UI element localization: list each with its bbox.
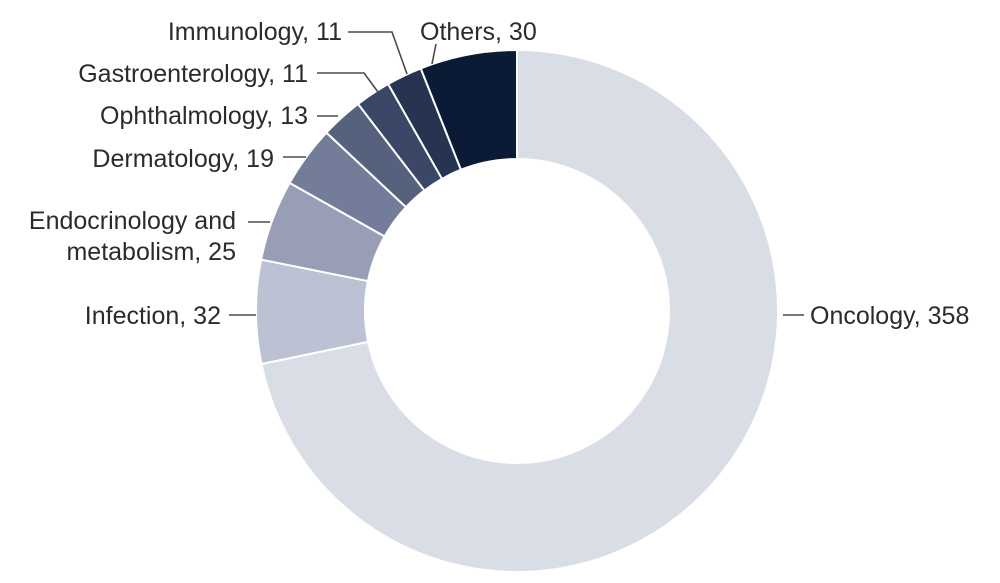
leader-line-others: [431, 43, 437, 65]
data-label-oncology: Oncology, 358: [810, 302, 969, 330]
slices-group: [255, 48, 779, 573]
data-label-line: Immunology, 11: [168, 18, 342, 46]
data-label-line: Others, 30: [420, 18, 537, 46]
leader-line-gastroenterology: [317, 72, 379, 93]
data-label-gastroenterology: Gastroenterology, 11: [78, 60, 308, 88]
data-label-others: Others, 30: [420, 18, 537, 46]
data-label-endocrinology-and-metabolism: Endocrinology and metabolism, 25: [29, 207, 236, 266]
data-label-line: metabolism, 25: [66, 238, 236, 266]
slice-others: [419, 48, 518, 172]
data-label-immunology: Immunology, 11: [168, 18, 342, 46]
data-label-line: Dermatology, 19: [92, 145, 274, 173]
data-label-line: Ophthalmology, 13: [100, 102, 308, 130]
slice-oncology: [260, 48, 779, 573]
labels-group: Oncology, 358 Infection, 32 Endocrinology …: [29, 18, 969, 330]
data-label-infection: Infection, 32: [85, 302, 221, 330]
data-label-line: Infection, 32: [85, 302, 221, 330]
data-label-line: Endocrinology and: [29, 207, 236, 235]
data-label-ophthalmology: Ophthalmology, 13: [100, 102, 308, 130]
data-label-dermatology: Dermatology, 19: [92, 145, 274, 173]
data-label-line: Gastroenterology, 11: [78, 60, 308, 88]
data-label-line: Oncology, 358: [810, 302, 969, 330]
leader-line-immunology: [348, 31, 408, 75]
